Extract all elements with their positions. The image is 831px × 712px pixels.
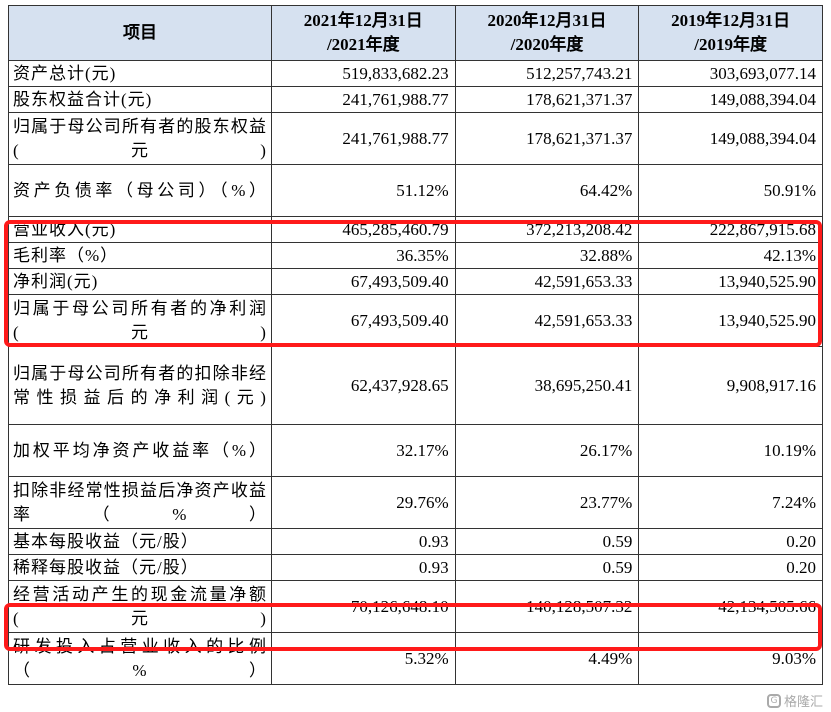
value-2019: 13,940,525.90	[638, 268, 823, 295]
value-2019: 149,088,394.04	[638, 112, 823, 165]
table-header-row: 项目 2021年12月31日/2021年度 2020年12月31日/2020年度…	[8, 5, 823, 61]
value-2021: 241,761,988.77	[270, 112, 456, 165]
value-2021: 241,761,988.77	[270, 86, 456, 113]
value-2020: 38,695,250.41	[454, 346, 640, 425]
value-2021: 0.93	[270, 528, 456, 555]
value-2020: 178,621,371.37	[454, 112, 640, 165]
row-label: 归属于母公司所有者的股东权益(元)	[8, 112, 272, 165]
watermark: G 格隆汇	[766, 691, 823, 710]
value-2019: 9,908,917.16	[638, 346, 823, 425]
value-2020: 512,257,743.21	[454, 60, 640, 87]
value-2021: 29.76%	[270, 476, 456, 529]
row-label: 营业收入(元)	[8, 216, 272, 243]
value-2021: 519,833,682.23	[270, 60, 456, 87]
header-2021: 2021年12月31日/2021年度	[270, 5, 456, 61]
value-2019: 149,088,394.04	[638, 86, 823, 113]
row-label: 扣除非经常性损益后净资产收益率（%）	[8, 476, 272, 529]
value-2021: 36.35%	[270, 242, 456, 269]
value-2020: 64.42%	[454, 164, 640, 217]
table-row: 毛利率（%） 36.35% 32.88% 42.13%	[8, 242, 823, 269]
value-2019: 303,693,077.14	[638, 60, 823, 87]
value-2019: 7.24%	[638, 476, 823, 529]
value-2021: 5.32%	[270, 632, 456, 685]
table-row: 稀释每股收益（元/股） 0.93 0.59 0.20	[8, 554, 823, 581]
value-2021: 70,126,648.10	[270, 580, 456, 633]
row-label: 经营活动产生的现金流量净额(元)	[8, 580, 272, 633]
value-2020: 4.49%	[454, 632, 640, 685]
row-label: 加权平均净资产收益率（%）	[8, 424, 272, 477]
value-2020: 42,591,653.33	[454, 294, 640, 347]
row-label: 净利润(元)	[8, 268, 272, 295]
watermark-text: 格隆汇	[783, 695, 823, 710]
row-label: 资产负债率（母公司）（%）	[8, 164, 272, 217]
value-2019: 9.03%	[638, 632, 823, 685]
value-2019: 0.20	[638, 554, 823, 581]
table-row: 基本每股收益（元/股） 0.93 0.59 0.20	[8, 528, 823, 555]
table-row: 资产负债率（母公司）（%） 51.12% 64.42% 50.91%	[8, 164, 823, 217]
header-item: 项目	[8, 5, 272, 61]
value-2021: 51.12%	[270, 164, 456, 217]
row-label: 归属于母公司所有者的扣除非经常性损益后的净利润(元)	[8, 346, 272, 425]
table-row: 加权平均净资产收益率（%） 32.17% 26.17% 10.19%	[8, 424, 823, 477]
table-row: 研发投入占营业收入的比例（%） 5.32% 4.49% 9.03%	[8, 632, 823, 685]
row-label: 稀释每股收益（元/股）	[8, 554, 272, 581]
value-2021: 465,285,460.79	[270, 216, 456, 243]
value-2020: 23.77%	[454, 476, 640, 529]
value-2021: 67,493,509.40	[270, 294, 456, 347]
value-2021: 67,493,509.40	[270, 268, 456, 295]
table-row: 归属于母公司所有者的净利润(元) 67,493,509.40 42,591,653.…	[8, 294, 823, 347]
value-2021: 32.17%	[270, 424, 456, 477]
header-2019: 2019年12月31日/2019年度	[638, 5, 823, 61]
table-row: 营业收入(元) 465,285,460.79 372,213,208.42 222,8…	[8, 216, 823, 243]
row-label: 资产总计(元)	[8, 60, 272, 87]
financial-summary-table: 项目 2021年12月31日/2021年度 2020年12月31日/2020年度…	[8, 5, 823, 685]
table-row: 归属于母公司所有者的扣除非经常性损益后的净利润(元) 62,437,928.65 3…	[8, 346, 823, 425]
value-2020: 26.17%	[454, 424, 640, 477]
row-label: 毛利率（%）	[8, 242, 272, 269]
row-label: 研发投入占营业收入的比例（%）	[8, 632, 272, 685]
header-2020: 2020年12月31日/2020年度	[454, 5, 640, 61]
value-2019: 0.20	[638, 528, 823, 555]
value-2019: 10.19%	[638, 424, 823, 477]
value-2019: 13,940,525.90	[638, 294, 823, 347]
value-2020: 372,213,208.42	[454, 216, 640, 243]
value-2019: 222,867,915.68	[638, 216, 823, 243]
value-2020: 0.59	[454, 554, 640, 581]
value-2021: 0.93	[270, 554, 456, 581]
value-2020: 32.88%	[454, 242, 640, 269]
value-2020: 140,128,507.32	[454, 580, 640, 633]
table-row: 净利润(元) 67,493,509.40 42,591,653.33 13,940,5…	[8, 268, 823, 295]
value-2019: 50.91%	[638, 164, 823, 217]
table-row: 资产总计(元) 519,833,682.23 512,257,743.21 303,6…	[8, 60, 823, 87]
row-label: 归属于母公司所有者的净利润(元)	[8, 294, 272, 347]
value-2020: 0.59	[454, 528, 640, 555]
value-2019: 42.13%	[638, 242, 823, 269]
row-label: 股东权益合计(元)	[8, 86, 272, 113]
watermark-logo-icon: G	[766, 693, 781, 708]
table-row: 扣除非经常性损益后净资产收益率（%） 29.76% 23.77% 7.24%	[8, 476, 823, 529]
table-row: 归属于母公司所有者的股东权益(元) 241,761,988.77 178,621,3…	[8, 112, 823, 165]
value-2020: 178,621,371.37	[454, 86, 640, 113]
row-label: 基本每股收益（元/股）	[8, 528, 272, 555]
table-row: 经营活动产生的现金流量净额(元) 70,126,648.10 140,128,507…	[8, 580, 823, 633]
value-2020: 42,591,653.33	[454, 268, 640, 295]
value-2019: 42,134,505.66	[638, 580, 823, 633]
financial-table-container: 项目 2021年12月31日/2021年度 2020年12月31日/2020年度…	[8, 5, 823, 685]
value-2021: 62,437,928.65	[270, 346, 456, 425]
table-row: 股东权益合计(元) 241,761,988.77 178,621,371.37 149…	[8, 86, 823, 113]
